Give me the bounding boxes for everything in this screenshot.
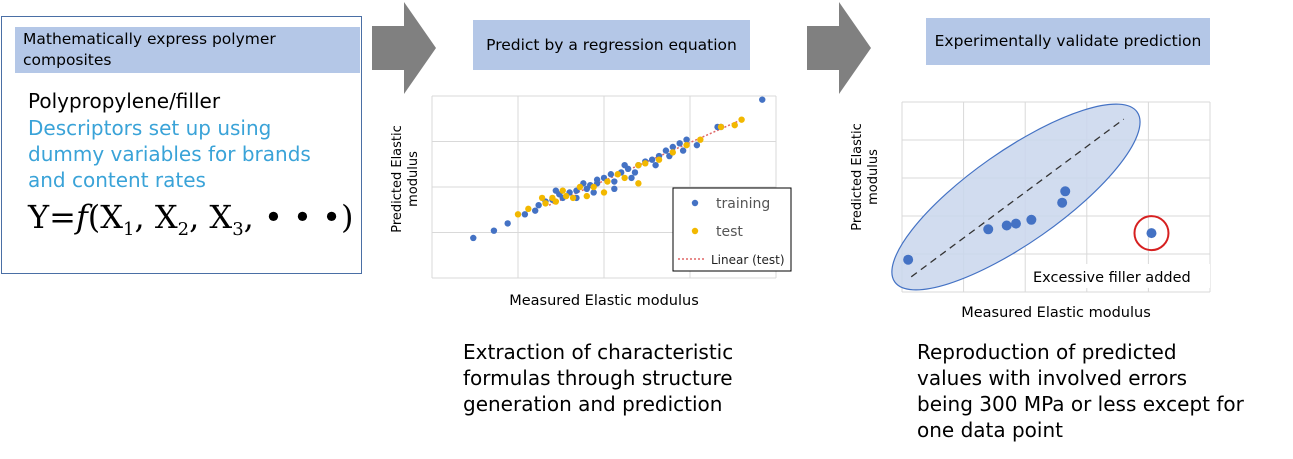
- training-point: [607, 171, 615, 178]
- data-point: [1010, 218, 1021, 229]
- training-point: [590, 189, 597, 196]
- data-point: [903, 254, 914, 265]
- test-point: [538, 194, 546, 202]
- test-point: [731, 121, 738, 129]
- data-point: [1001, 220, 1012, 231]
- training-point: [631, 169, 639, 176]
- training-point: [683, 136, 690, 143]
- data-point: [983, 224, 994, 235]
- training-point: [490, 227, 498, 234]
- panel3-caption: Reproduction of predicted values with in…: [917, 340, 1244, 442]
- y-axis-label: Predicted Elasticmodulus: [390, 125, 421, 233]
- test-point: [576, 183, 584, 191]
- training-point: [648, 156, 656, 163]
- excessive-filler-annotation: Excessive filler added: [1033, 270, 1191, 286]
- test-point: [635, 161, 642, 169]
- test-point: [549, 194, 556, 202]
- confidence-ellipse: [891, 103, 1141, 291]
- test-point: [590, 183, 597, 191]
- training-point: [662, 147, 670, 154]
- legend-training-label: training: [716, 196, 770, 212]
- training-point: [652, 161, 659, 169]
- identity-dashed-line: [910, 118, 1125, 278]
- training-point: [628, 174, 635, 182]
- material-label: Polypropylene/filler: [28, 89, 221, 113]
- training-point: [532, 207, 539, 214]
- legend-trend-label: Linear (test): [711, 253, 785, 267]
- y-axis-label: Predicted Elasticmodulus: [850, 123, 881, 231]
- training-point: [693, 141, 701, 149]
- test-point: [683, 141, 690, 149]
- test-point: [583, 192, 590, 200]
- test-point: [542, 200, 549, 207]
- test-point: [635, 180, 642, 187]
- test-point: [600, 189, 608, 196]
- x-axis-label: Measured Elastic modulus: [961, 305, 1151, 321]
- panel2-caption: Extraction of characteristic formulas th…: [463, 340, 734, 416]
- test-point: [669, 149, 676, 156]
- test-point: [697, 136, 704, 143]
- training-point: [669, 143, 676, 151]
- training-point: [504, 220, 511, 227]
- training-point: [611, 185, 618, 193]
- regression-scatter-chart: training test Linear (test) Measured Elasti…: [390, 95, 792, 309]
- training-point: [759, 96, 766, 103]
- test-point: [604, 178, 611, 185]
- legend-test-marker: [691, 227, 699, 235]
- panel2-header: Predict by a regression equation: [473, 20, 750, 70]
- training-point: [552, 187, 560, 194]
- test-point: [621, 174, 628, 182]
- data-point: [1057, 197, 1068, 208]
- test-point: [559, 187, 566, 194]
- test-point: [525, 205, 532, 213]
- x-axis-label: Measured Elastic modulus: [509, 293, 699, 309]
- training-point: [676, 140, 683, 147]
- test-point: [614, 171, 621, 178]
- training-point: [521, 211, 529, 218]
- flow-arrow-1: [372, 2, 436, 94]
- test-point: [569, 194, 577, 202]
- training-point: [611, 178, 618, 185]
- training-point: [470, 234, 477, 242]
- test-point: [562, 192, 570, 200]
- descriptor-note: Descriptors set up using dummy variables…: [28, 116, 311, 192]
- regression-formula: Y=f(X1, X2, X3, • • •): [28, 198, 354, 240]
- validation-scatter-chart: Excessive filler added Measured Elastic m…: [850, 101, 1211, 321]
- training-point: [535, 202, 542, 209]
- annotation-bg: [1030, 264, 1210, 288]
- panel3-header: Experimentally validate prediction: [926, 18, 1210, 65]
- legend-training-marker: [691, 199, 699, 207]
- test-point: [655, 156, 663, 163]
- legend-test-label: test: [716, 224, 743, 240]
- test-point: [717, 123, 725, 131]
- flow-arrow-2: [807, 2, 871, 94]
- training-point: [679, 147, 687, 154]
- data-point: [1060, 186, 1071, 197]
- test-point: [514, 211, 522, 218]
- data-point: [1026, 214, 1037, 225]
- data-point: [1146, 228, 1157, 239]
- test-point: [642, 160, 649, 167]
- training-point: [621, 161, 628, 169]
- test-point: [738, 116, 745, 123]
- outlier-highlight-circle: [1133, 215, 1170, 252]
- panel1-header: Mathematically express polymer composite…: [15, 27, 360, 73]
